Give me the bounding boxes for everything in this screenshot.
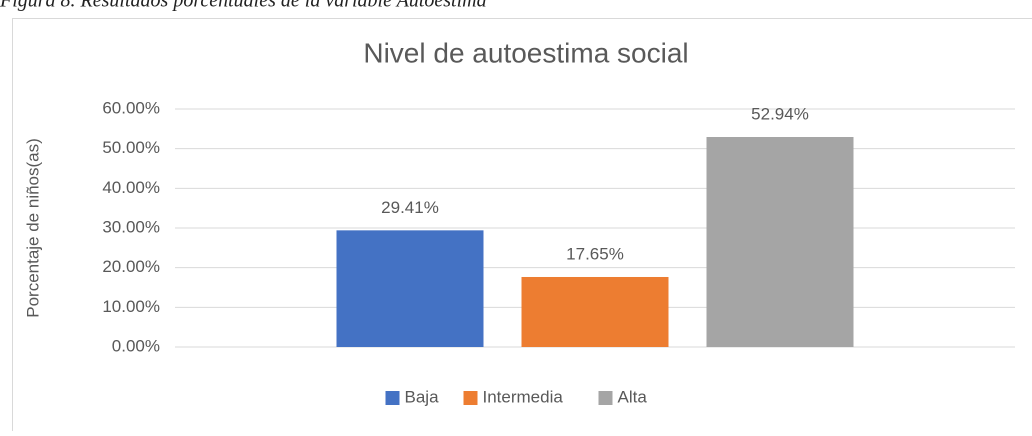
caption: Figura 8. Resultados porcentuales de la … — [0, 0, 487, 12]
legend-label: Baja — [405, 387, 440, 406]
bar — [337, 230, 484, 347]
y-tick-label: 40.00% — [102, 178, 160, 197]
y-tick-label: 0.00% — [112, 336, 160, 355]
data-label: 17.65% — [566, 244, 624, 263]
legend-label: Intermedia — [483, 387, 564, 406]
data-label: 29.41% — [381, 198, 439, 217]
bar — [522, 277, 669, 347]
y-tick-label: 50.00% — [102, 138, 160, 157]
y-tick-label: 30.00% — [102, 217, 160, 236]
legend-swatch — [386, 391, 400, 405]
y-tick-label: 60.00% — [102, 98, 160, 117]
data-label: 52.94% — [751, 104, 809, 123]
legend-swatch — [599, 391, 613, 405]
y-axis-label: Porcentaje de niños(as) — [23, 138, 42, 318]
legend-label: Alta — [618, 387, 648, 406]
legend-swatch — [464, 391, 478, 405]
y-tick-label: 10.00% — [102, 297, 160, 316]
bar — [707, 137, 854, 347]
chart-title: Nivel de autoestima social — [363, 37, 688, 68]
chart-border — [13, 19, 1032, 432]
y-tick-label: 20.00% — [102, 257, 160, 276]
